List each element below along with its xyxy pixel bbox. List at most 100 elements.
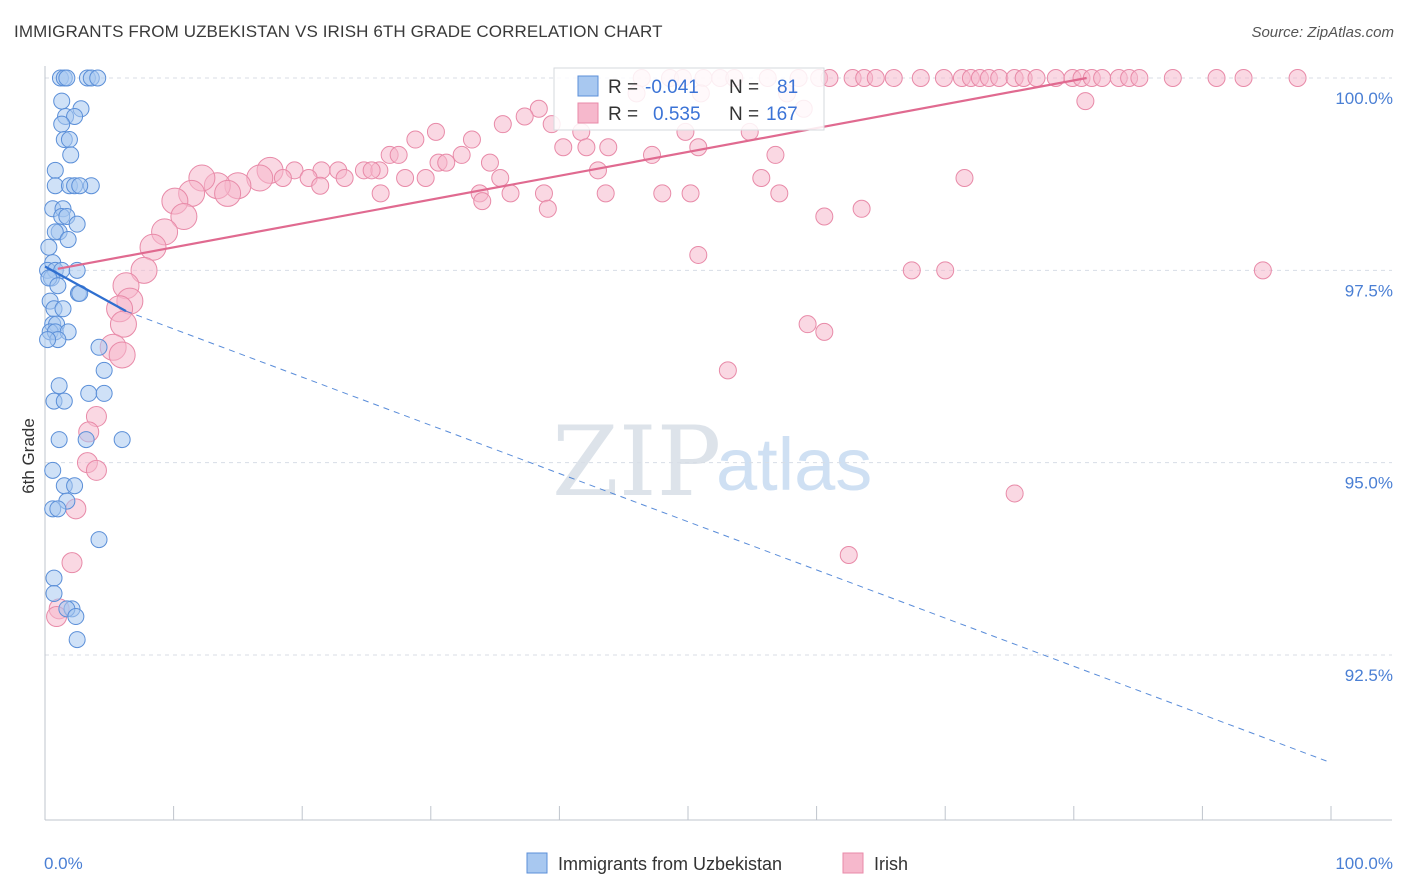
irish-point bbox=[884, 69, 903, 87]
uzbekistan-point bbox=[95, 384, 113, 402]
axes bbox=[44, 66, 1392, 821]
irish-point bbox=[515, 107, 534, 126]
uzbekistan-point bbox=[89, 69, 107, 87]
irish-point bbox=[1253, 261, 1272, 280]
stats-n-label-1: N = bbox=[729, 77, 759, 98]
irish-point bbox=[416, 169, 435, 188]
irish-point bbox=[493, 115, 512, 134]
irish-point bbox=[534, 184, 553, 203]
uzbekistan-point bbox=[49, 277, 67, 295]
irish-point bbox=[815, 207, 834, 226]
irish-point bbox=[108, 341, 136, 369]
irish-point bbox=[1163, 69, 1182, 87]
irish-point bbox=[934, 69, 953, 87]
tick-labels: 92.5% 95.0% 97.5% 100.0% 0.0% 100.0% bbox=[44, 89, 1393, 873]
uzbekistan-point bbox=[59, 231, 77, 249]
legend-label-irish: Irish bbox=[874, 854, 908, 874]
watermark-atlas: atlas bbox=[716, 423, 872, 506]
irish-point bbox=[577, 138, 596, 157]
irish-point bbox=[770, 184, 789, 203]
uzbekistan-point bbox=[50, 377, 68, 395]
irish-point bbox=[1076, 92, 1095, 111]
irish-point bbox=[130, 256, 158, 284]
stats-n-label-2: N = bbox=[729, 104, 759, 125]
uzbekistan-point bbox=[95, 361, 113, 379]
irish-point bbox=[990, 69, 1009, 87]
irish-point bbox=[139, 233, 167, 261]
uzbekistan-point bbox=[45, 569, 63, 587]
irish-point bbox=[529, 99, 548, 118]
chart-source: Source: ZipAtlas.com bbox=[1251, 24, 1394, 41]
irish-point bbox=[452, 145, 471, 164]
stats-r-label-2: R = bbox=[608, 104, 638, 125]
irish-point bbox=[85, 459, 107, 481]
uzbekistan-point bbox=[46, 223, 64, 241]
irish-point bbox=[902, 261, 921, 280]
uzbekistan-point bbox=[55, 392, 73, 410]
trendlines bbox=[44, 76, 1332, 764]
uzbekistan-point bbox=[68, 215, 86, 233]
irish-point bbox=[596, 184, 615, 203]
chart-title: IMMIGRANTS FROM UZBEKISTAN VS IRISH 6TH … bbox=[14, 22, 663, 41]
uzbekistan-point bbox=[50, 431, 68, 449]
x-tick-label: 100.0% bbox=[1335, 854, 1393, 873]
irish-point bbox=[1130, 69, 1149, 87]
irish-point bbox=[599, 138, 618, 157]
y-axis-label: 6th Grade bbox=[19, 418, 38, 494]
irish-point bbox=[335, 169, 354, 188]
y-tick-label: 100.0% bbox=[1335, 89, 1393, 108]
uzbekistan-point bbox=[66, 477, 84, 495]
irish-point bbox=[653, 184, 672, 203]
irish-point bbox=[462, 130, 481, 149]
uzbekistan-point bbox=[46, 161, 64, 179]
uzbekistan-point bbox=[39, 331, 57, 349]
irish-point bbox=[480, 153, 499, 172]
stats-r-value-irish: 0.535 bbox=[653, 104, 701, 125]
irish-point bbox=[311, 176, 330, 195]
watermark: ZIP atlas bbox=[552, 406, 872, 518]
irish-point bbox=[554, 138, 573, 157]
irish-point bbox=[718, 361, 737, 380]
irish-point bbox=[1027, 69, 1046, 87]
legend-swatch-irish bbox=[842, 852, 864, 874]
uzbekistan-point bbox=[53, 92, 71, 110]
irish-point bbox=[642, 145, 661, 164]
irish-point bbox=[273, 169, 292, 188]
uzbekistan-point bbox=[62, 146, 80, 164]
irish-trendline bbox=[57, 76, 1087, 270]
irish-point bbox=[936, 261, 955, 280]
uzbekistan-point bbox=[90, 338, 108, 356]
irish-point bbox=[396, 169, 415, 188]
irish-point bbox=[681, 184, 700, 203]
irish-point bbox=[752, 169, 771, 188]
irish-point bbox=[798, 315, 817, 334]
uzbekistan-point bbox=[71, 177, 89, 195]
stats-swatch-irish bbox=[577, 102, 599, 124]
irish-point bbox=[426, 122, 445, 141]
uzbekistan-point bbox=[44, 461, 62, 479]
irish-point bbox=[766, 145, 785, 164]
uzbekistan-point bbox=[77, 431, 95, 449]
irish-point bbox=[389, 145, 408, 164]
irish-point bbox=[1288, 69, 1307, 87]
uzbekistan-trend-extension bbox=[125, 310, 1332, 764]
irish-point bbox=[109, 310, 137, 338]
irish-point bbox=[689, 138, 708, 157]
legend: Immigrants from Uzbekistan Irish bbox=[526, 852, 908, 874]
stats-n-value-irish: 167 bbox=[766, 104, 798, 125]
uzbekistan-point bbox=[49, 500, 67, 518]
irish-point bbox=[866, 69, 885, 87]
uzbekistan-points bbox=[39, 69, 131, 649]
irish-point bbox=[815, 322, 834, 341]
y-tick-label: 97.5% bbox=[1345, 281, 1393, 300]
irish-point bbox=[839, 545, 858, 564]
uzbekistan-point bbox=[54, 300, 72, 318]
irish-point bbox=[491, 169, 510, 188]
uzbekistan-point bbox=[46, 177, 64, 195]
x-tick-label: 0.0% bbox=[44, 854, 83, 873]
irish-point bbox=[371, 184, 390, 203]
irish-point bbox=[689, 245, 708, 264]
irish-point bbox=[437, 153, 456, 172]
irish-point bbox=[170, 202, 198, 230]
